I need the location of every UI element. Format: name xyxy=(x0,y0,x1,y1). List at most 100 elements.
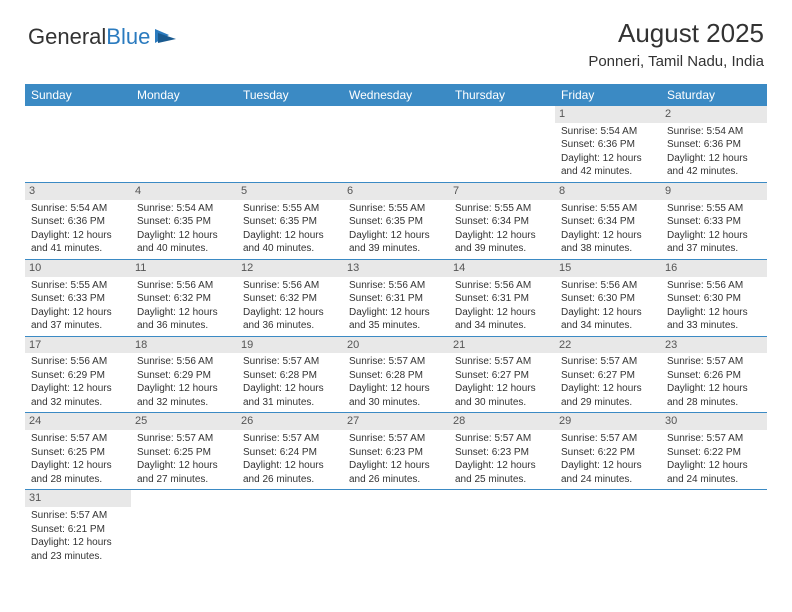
daylight-text: Daylight: 12 hours and 39 minutes. xyxy=(349,229,443,256)
sunset-text: Sunset: 6:30 PM xyxy=(561,292,655,306)
sunset-text: Sunset: 6:32 PM xyxy=(137,292,231,306)
day-number: 17 xyxy=(25,337,131,354)
daylight-text: Daylight: 12 hours and 29 minutes. xyxy=(561,382,655,409)
daylight-text: Daylight: 12 hours and 42 minutes. xyxy=(667,152,761,179)
weekday-header: Sunday xyxy=(25,84,131,106)
sunrise-text: Sunrise: 5:57 AM xyxy=(349,432,443,446)
sunset-text: Sunset: 6:25 PM xyxy=(31,446,125,460)
daylight-text: Daylight: 12 hours and 26 minutes. xyxy=(243,459,337,486)
calendar-day-cell: 3Sunrise: 5:54 AMSunset: 6:36 PMDaylight… xyxy=(25,182,131,259)
sunset-text: Sunset: 6:28 PM xyxy=(349,369,443,383)
sunrise-text: Sunrise: 5:54 AM xyxy=(137,202,231,216)
sunrise-text: Sunrise: 5:55 AM xyxy=(243,202,337,216)
sunrise-text: Sunrise: 5:57 AM xyxy=(455,355,549,369)
sunrise-text: Sunrise: 5:55 AM xyxy=(667,202,761,216)
day-number: 5 xyxy=(237,183,343,200)
weekday-header: Wednesday xyxy=(343,84,449,106)
sunset-text: Sunset: 6:26 PM xyxy=(667,369,761,383)
sunrise-text: Sunrise: 5:57 AM xyxy=(667,432,761,446)
sunrise-text: Sunrise: 5:56 AM xyxy=(667,279,761,293)
day-number: 27 xyxy=(343,413,449,430)
daylight-text: Daylight: 12 hours and 35 minutes. xyxy=(349,306,443,333)
sunset-text: Sunset: 6:25 PM xyxy=(137,446,231,460)
daylight-text: Daylight: 12 hours and 41 minutes. xyxy=(31,229,125,256)
daylight-text: Daylight: 12 hours and 40 minutes. xyxy=(243,229,337,256)
day-number: 2 xyxy=(661,106,767,123)
day-number: 1 xyxy=(555,106,661,123)
calendar-day-cell xyxy=(343,106,449,182)
daylight-text: Daylight: 12 hours and 26 minutes. xyxy=(349,459,443,486)
day-number: 26 xyxy=(237,413,343,430)
location-text: Ponneri, Tamil Nadu, India xyxy=(588,53,764,70)
day-number: 11 xyxy=(131,260,237,277)
calendar-day-cell: 31Sunrise: 5:57 AMSunset: 6:21 PMDayligh… xyxy=(25,490,131,566)
calendar-day-cell: 23Sunrise: 5:57 AMSunset: 6:26 PMDayligh… xyxy=(661,336,767,413)
day-number: 10 xyxy=(25,260,131,277)
calendar-day-cell: 25Sunrise: 5:57 AMSunset: 6:25 PMDayligh… xyxy=(131,413,237,490)
weekday-header: Tuesday xyxy=(237,84,343,106)
sunset-text: Sunset: 6:33 PM xyxy=(31,292,125,306)
calendar-day-cell: 13 Sunrise: 5:56 AMSunset: 6:31 PMDayligh… xyxy=(343,259,449,336)
sunrise-text: Sunrise: 5:57 AM xyxy=(243,432,337,446)
day-number: 3 xyxy=(25,183,131,200)
daylight-text: Daylight: 12 hours and 36 minutes. xyxy=(137,306,231,333)
calendar-day-cell xyxy=(661,490,767,566)
day-number: 15 xyxy=(555,260,661,277)
daylight-text: Daylight: 12 hours and 40 minutes. xyxy=(137,229,231,256)
sunrise-text: Sunrise: 5:57 AM xyxy=(561,355,655,369)
sunrise-text: Sunrise: 5:54 AM xyxy=(31,202,125,216)
calendar-day-cell: 19Sunrise: 5:57 AMSunset: 6:28 PMDayligh… xyxy=(237,336,343,413)
day-number: 7 xyxy=(449,183,555,200)
sunrise-text: Sunrise: 5:57 AM xyxy=(137,432,231,446)
sunrise-text: Sunrise: 5:57 AM xyxy=(455,432,549,446)
sunrise-text: Sunrise: 5:56 AM xyxy=(349,279,443,293)
sunset-text: Sunset: 6:33 PM xyxy=(667,215,761,229)
sunset-text: Sunset: 6:29 PM xyxy=(31,369,125,383)
sunset-text: Sunset: 6:31 PM xyxy=(455,292,549,306)
calendar-day-cell: 20Sunrise: 5:57 AMSunset: 6:28 PMDayligh… xyxy=(343,336,449,413)
calendar-day-cell: 22Sunrise: 5:57 AMSunset: 6:27 PMDayligh… xyxy=(555,336,661,413)
weekday-header: Thursday xyxy=(449,84,555,106)
daylight-text: Daylight: 12 hours and 37 minutes. xyxy=(667,229,761,256)
calendar-day-cell: 5Sunrise: 5:55 AMSunset: 6:35 PMDaylight… xyxy=(237,182,343,259)
sunrise-text: Sunrise: 5:56 AM xyxy=(455,279,549,293)
calendar-day-cell: 1Sunrise: 5:54 AMSunset: 6:36 PMDaylight… xyxy=(555,106,661,182)
daylight-text: Daylight: 12 hours and 28 minutes. xyxy=(31,459,125,486)
daylight-text: Daylight: 12 hours and 39 minutes. xyxy=(455,229,549,256)
daylight-text: Daylight: 12 hours and 42 minutes. xyxy=(561,152,655,179)
sunrise-text: Sunrise: 5:57 AM xyxy=(561,432,655,446)
day-number: 13 xyxy=(343,260,449,277)
daylight-text: Daylight: 12 hours and 33 minutes. xyxy=(667,306,761,333)
sunrise-text: Sunrise: 5:56 AM xyxy=(561,279,655,293)
day-number: 14 xyxy=(449,260,555,277)
calendar-day-cell: 8Sunrise: 5:55 AMSunset: 6:34 PMDaylight… xyxy=(555,182,661,259)
day-number: 12 xyxy=(237,260,343,277)
calendar-day-cell: 4Sunrise: 5:54 AMSunset: 6:35 PMDaylight… xyxy=(131,182,237,259)
sunset-text: Sunset: 6:21 PM xyxy=(31,523,125,537)
calendar-day-cell: 14Sunrise: 5:56 AMSunset: 6:31 PMDayligh… xyxy=(449,259,555,336)
sunset-text: Sunset: 6:35 PM xyxy=(137,215,231,229)
sunrise-text: Sunrise: 5:57 AM xyxy=(31,432,125,446)
calendar-day-cell: 6Sunrise: 5:55 AMSunset: 6:35 PMDaylight… xyxy=(343,182,449,259)
sunset-text: Sunset: 6:34 PM xyxy=(561,215,655,229)
day-number: 25 xyxy=(131,413,237,430)
sunset-text: Sunset: 6:23 PM xyxy=(455,446,549,460)
sunset-text: Sunset: 6:31 PM xyxy=(349,292,443,306)
logo-text-blue: Blue xyxy=(106,24,150,50)
calendar-day-cell xyxy=(449,106,555,182)
daylight-text: Daylight: 12 hours and 37 minutes. xyxy=(31,306,125,333)
flag-icon xyxy=(154,24,178,50)
calendar-day-cell: 7Sunrise: 5:55 AMSunset: 6:34 PMDaylight… xyxy=(449,182,555,259)
day-number: 29 xyxy=(555,413,661,430)
sunrise-text: Sunrise: 5:55 AM xyxy=(561,202,655,216)
calendar-day-cell: 16Sunrise: 5:56 AMSunset: 6:30 PMDayligh… xyxy=(661,259,767,336)
logo: GeneralBlue xyxy=(28,24,178,50)
sunset-text: Sunset: 6:27 PM xyxy=(561,369,655,383)
calendar-day-cell: 21Sunrise: 5:57 AMSunset: 6:27 PMDayligh… xyxy=(449,336,555,413)
calendar-day-cell: 27Sunrise: 5:57 AMSunset: 6:23 PMDayligh… xyxy=(343,413,449,490)
weekday-header-row: Sunday Monday Tuesday Wednesday Thursday… xyxy=(25,84,767,106)
day-number: 20 xyxy=(343,337,449,354)
sunrise-text: Sunrise: 5:56 AM xyxy=(137,279,231,293)
day-number: 30 xyxy=(661,413,767,430)
calendar-table: Sunday Monday Tuesday Wednesday Thursday… xyxy=(25,84,767,566)
